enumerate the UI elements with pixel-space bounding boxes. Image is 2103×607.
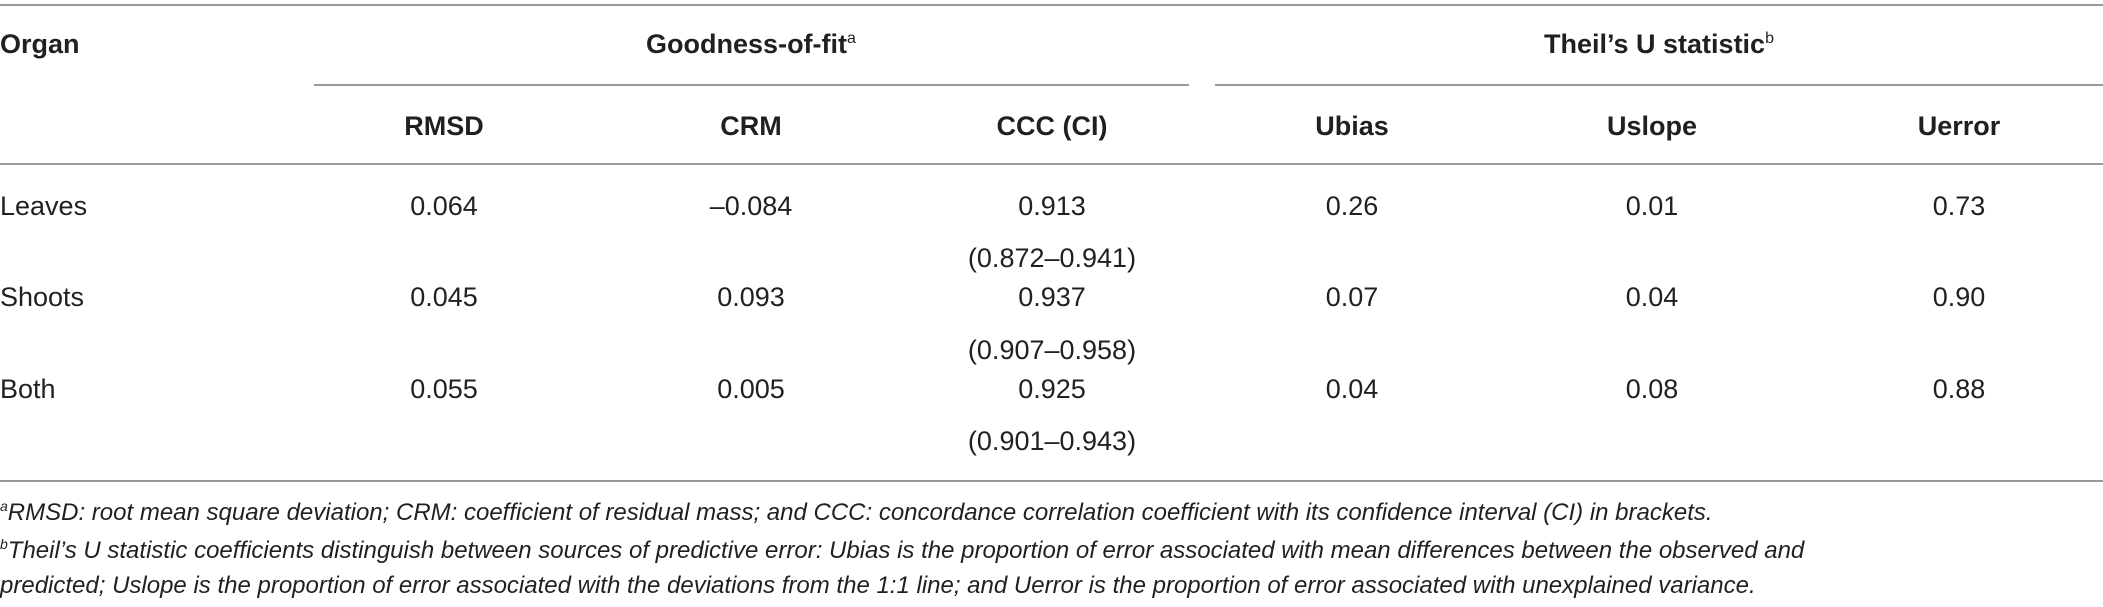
cell-ubias: 0.26	[1325, 191, 1379, 221]
row-organ: Shoots	[0, 282, 85, 312]
cell-uslope: 0.04	[1625, 282, 1679, 312]
cell-uerror: 0.73	[1932, 191, 1986, 221]
cell-ccc: 0.913	[1018, 191, 1086, 221]
cell-ubias: 0.07	[1325, 282, 1379, 312]
col-header-rmsd: RMSD	[404, 111, 484, 141]
col-header-uslope: Uslope	[1606, 111, 1698, 141]
cell-uerror: 0.88	[1932, 374, 1986, 404]
row-organ: Both	[0, 374, 56, 404]
cell-rmsd: 0.055	[410, 374, 478, 404]
cell-ccc: 0.925	[1018, 374, 1086, 404]
cell-uslope: 0.01	[1625, 191, 1679, 221]
cell-ci: (0.901–0.943)	[967, 426, 1137, 456]
cell-rmsd: 0.045	[410, 282, 478, 312]
group-header-theils-u: Theil’s U statisticb	[1544, 29, 1774, 59]
col-header-crm: CRM	[720, 111, 782, 141]
organ-header: Organ	[0, 29, 80, 59]
cell-crm: 0.005	[717, 374, 785, 404]
col-header-ubias: Ubias	[1315, 111, 1389, 141]
col-header-ccc: CCC (CI)	[996, 111, 1108, 141]
footnote-b-continued: predicted; Uslope is the proportion of e…	[0, 572, 1756, 599]
cell-crm: 0.093	[717, 282, 785, 312]
footnote-mark-b: b	[1765, 30, 1774, 47]
cell-uerror: 0.90	[1932, 282, 1986, 312]
row-organ: Leaves	[0, 191, 88, 221]
cell-ci: (0.872–0.941)	[967, 243, 1137, 273]
header-bottom-rule	[0, 163, 2103, 165]
table-top-rule	[0, 4, 2103, 6]
cell-ubias: 0.04	[1325, 374, 1379, 404]
col-header-uerror: Uerror	[1917, 111, 2001, 141]
group1-underline	[314, 84, 1189, 86]
cell-rmsd: 0.064	[410, 191, 478, 221]
group-header-goodness-of-fit: Goodness-of-fita	[646, 29, 856, 59]
cell-uslope: 0.08	[1625, 374, 1679, 404]
group2-underline	[1215, 84, 2103, 86]
footnote-mark-a: a	[847, 30, 856, 47]
cell-ccc: 0.937	[1018, 282, 1086, 312]
cell-crm: –0.084	[709, 191, 793, 221]
footnote-a: aRMSD: root mean square deviation; CRM: …	[0, 498, 1713, 526]
footnote-b: bTheil’s U statistic coefficients distin…	[0, 536, 1805, 564]
cell-ci: (0.907–0.958)	[967, 335, 1137, 365]
table-bottom-rule	[0, 480, 2103, 482]
